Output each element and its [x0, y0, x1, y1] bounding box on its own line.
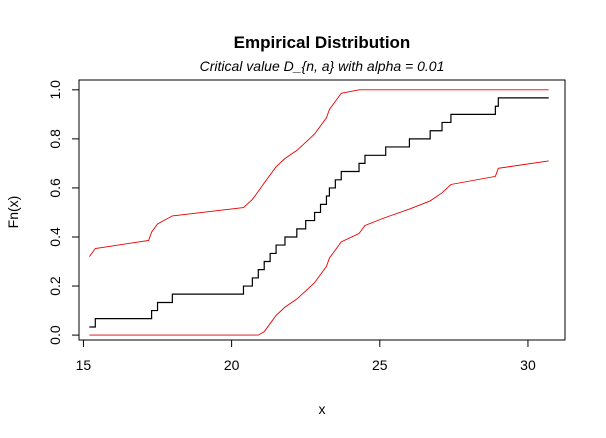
series-lower-band: [89, 160, 549, 336]
y-tick-label: 0.8: [47, 129, 63, 149]
plot-frame: [78, 79, 566, 341]
series-upper-band: [89, 89, 549, 257]
chart-title: Empirical Distribution: [234, 33, 411, 52]
x-tick-label: 25: [372, 357, 388, 373]
y-tick-label: 0.6: [47, 178, 63, 198]
x-tick-label: 20: [224, 357, 240, 373]
chart-subtitle: Critical value D_{n, a} with alpha = 0.0…: [200, 58, 445, 74]
series-layer: [89, 89, 549, 336]
x-tick-label: 30: [520, 357, 536, 373]
y-tick-label: 0.0: [47, 325, 63, 345]
x-axis: 15 20 25 30: [76, 339, 536, 373]
y-tick-label: 0.4: [47, 227, 63, 247]
y-axis: 0.0 0.2 0.4 0.6 0.8 1.0: [47, 80, 80, 345]
y-tick-label: 1.0: [47, 80, 63, 100]
y-tick-label: 0.2: [47, 276, 63, 296]
series-ecdf: [89, 97, 549, 328]
x-tick-label: 15: [76, 357, 92, 373]
y-axis-label: Fn(x): [5, 196, 21, 229]
x-axis-label: x: [319, 401, 326, 417]
